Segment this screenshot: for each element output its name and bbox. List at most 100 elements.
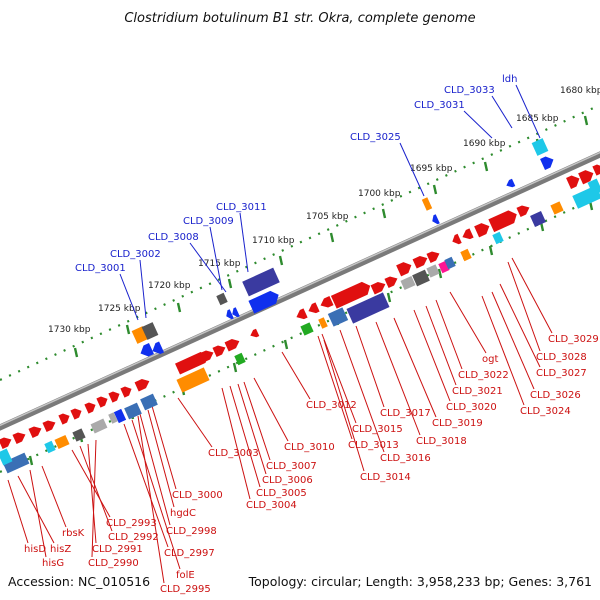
gene-label: CLD_3025: [350, 132, 401, 143]
leader-line: [463, 110, 493, 139]
gene-arrow: [540, 156, 554, 170]
gene-label: CLD_3016: [380, 453, 431, 464]
gene-arrow: [506, 178, 516, 188]
gene-label: CLD_3002: [110, 249, 161, 260]
gene-arrow: [592, 164, 600, 176]
scale-tick: [329, 232, 335, 243]
gene-label: CLD_3001: [75, 263, 126, 274]
leader-line: [177, 397, 213, 448]
leader-line: [151, 405, 177, 490]
gene-box: [90, 418, 108, 434]
leader-line: [511, 257, 553, 334]
gene-label: hisD: [24, 544, 46, 555]
leader-line: [239, 212, 249, 273]
gene-label: CLD_3033: [444, 85, 495, 96]
gene-arrow: [330, 281, 371, 309]
leader-line: [355, 325, 385, 408]
gene-label: CLD_3026: [530, 390, 581, 401]
gene-arrow: [212, 345, 226, 358]
gene-label: CLD_2991: [92, 544, 143, 555]
gene-arrow: [226, 309, 234, 320]
gene-arrow: [396, 262, 412, 277]
gene-box: [113, 408, 127, 424]
gene-box: [216, 292, 228, 306]
scale-tick: [278, 255, 284, 266]
leader-line: [499, 283, 541, 368]
leader-line: [79, 445, 113, 532]
leader-line: [139, 259, 147, 319]
gene-label: CLD_3012: [306, 400, 357, 411]
scale-tick: [176, 302, 182, 313]
leader-line: [189, 242, 227, 293]
leader-line: [221, 387, 251, 500]
gene-label: CLD_3006: [262, 475, 313, 486]
gene-label: hisG: [42, 558, 64, 569]
gene-arrow: [120, 386, 132, 398]
gene-box: [124, 402, 142, 420]
gene-label: CLD_2993: [106, 518, 157, 529]
gene-box: [108, 412, 118, 424]
forward-gene-labels: CLD_3001 CLD_3002 CLD_3008 CLD_3009 CLD_3011…: [75, 74, 517, 274]
gene-box: [0, 448, 13, 466]
gene-box: [460, 248, 472, 262]
gene-label: ogt: [482, 354, 498, 365]
gene-label: CLD_3020: [446, 402, 497, 413]
scale-tick: [386, 292, 392, 303]
gene-box: [346, 292, 390, 324]
gene-label: CLD_3003: [208, 448, 259, 459]
scale-tick: [73, 347, 79, 358]
leader-line: [399, 142, 425, 197]
leader-line: [323, 339, 365, 472]
leader-line: [237, 383, 267, 475]
gene-arrow: [70, 408, 82, 420]
gene-arrow: [320, 295, 334, 308]
gene-label: CLD_3013: [348, 440, 399, 451]
leader-line: [281, 351, 311, 400]
gene-arrow: [134, 379, 150, 392]
gene-arrow: [200, 350, 214, 363]
gene-label: CLD_3019: [432, 418, 483, 429]
gene-arrow: [516, 205, 530, 218]
genome-backbone: [0, 151, 600, 431]
label-leader-lines: [7, 84, 553, 584]
gene-label: CLD_3031: [414, 100, 465, 111]
gene-label: CLD_2990: [88, 558, 139, 569]
gene-box: [587, 178, 600, 196]
gene-label: CLD_3014: [360, 472, 411, 483]
scale-labels: 1730 kbp 1725 kbp 1720 kbp 1715 kbp 1710 kbp…: [48, 86, 600, 335]
map-title: Clostridium botulinum B1 str. Okra, comp…: [124, 11, 475, 26]
gene-box: [426, 264, 440, 278]
leader-line: [87, 443, 97, 544]
gene-label: rbsK: [62, 528, 85, 539]
leader-line: [491, 291, 535, 390]
gene-arrow: [432, 214, 440, 225]
gene-label: ldh: [502, 74, 517, 85]
gene-arrow: [140, 343, 154, 357]
gene-label: CLD_3017: [380, 408, 431, 419]
leader-line: [243, 381, 271, 461]
scale-label: 1700 kbp: [358, 189, 401, 199]
leader-line: [131, 419, 181, 570]
scale-tick: [232, 362, 238, 373]
gene-box: [300, 322, 314, 336]
scale-tick: [483, 161, 489, 172]
scale-label: 1690 kbp: [463, 139, 506, 149]
gene-arrow: [370, 282, 386, 295]
gene-label: CLD_3004: [246, 500, 297, 511]
scale-tick: [28, 455, 34, 466]
gene-arrow: [384, 276, 398, 289]
gene-arrow: [426, 251, 440, 264]
gene-features: [0, 138, 600, 474]
gene-label: CLD_3015: [352, 424, 403, 435]
gene-box: [140, 393, 158, 411]
gene-arrow: [488, 210, 517, 233]
gene-label: CLD_3029: [548, 334, 599, 345]
gene-arrow: [232, 307, 240, 318]
leader-line: [139, 413, 171, 526]
scale-label: 1685 kbp: [516, 114, 559, 124]
leader-line: [507, 261, 541, 352]
gene-arrow: [152, 341, 165, 355]
leader-line: [29, 469, 47, 558]
scale-label: 1730 kbp: [48, 325, 91, 335]
